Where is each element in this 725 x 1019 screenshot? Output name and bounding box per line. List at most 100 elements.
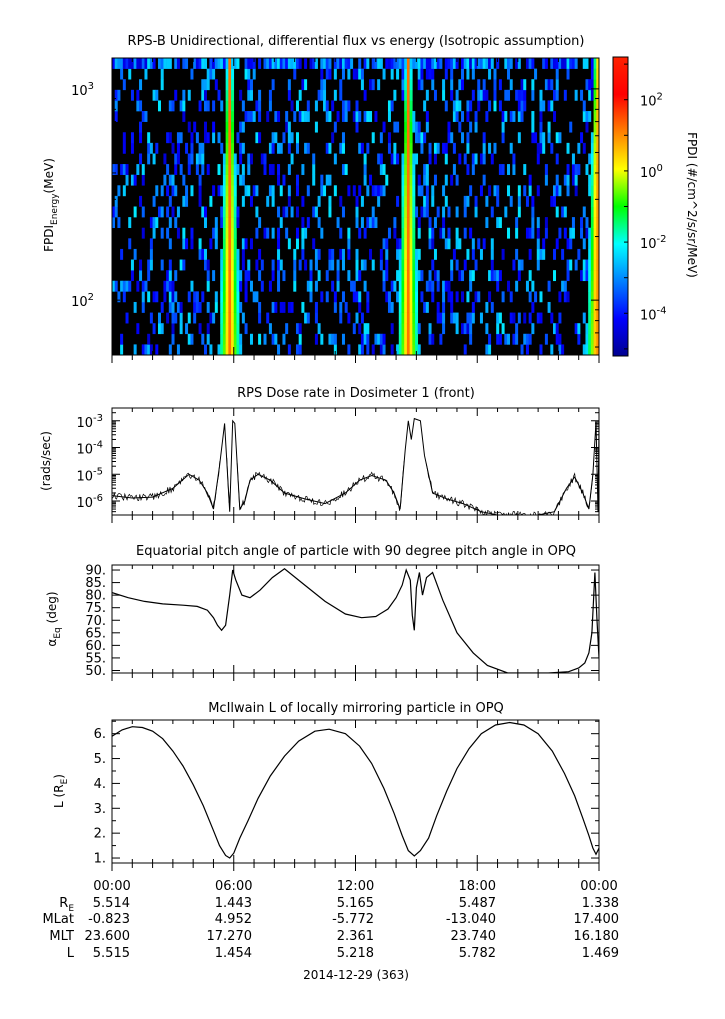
spectrogram-cell (569, 227, 573, 239)
spectrogram-cell (463, 153, 467, 165)
spectrogram-cell (528, 248, 532, 260)
spectrogram-cell (528, 312, 532, 324)
spectrogram-cell (409, 185, 413, 197)
spectrogram-x-ticks (111, 58, 600, 363)
spectrogram-cell (141, 280, 145, 292)
spectrogram-cell (203, 206, 207, 218)
ephemeris-row-label: L (67, 946, 75, 961)
spectrogram-cell (304, 312, 308, 324)
spectrogram-cell (193, 291, 197, 303)
spectrogram-cell (509, 142, 513, 154)
y-tick-label: 1. (94, 852, 106, 867)
spectrogram-cell (415, 312, 419, 324)
spectrogram-cell (358, 344, 362, 355)
spectrogram-cell (420, 79, 424, 91)
spectrogram-cell (339, 301, 343, 313)
spectrogram-cell (528, 227, 532, 239)
spectrogram-cell (409, 270, 413, 282)
spectrogram-cell (198, 195, 202, 207)
spectrogram-cell (163, 153, 167, 165)
spectrogram-cell (517, 270, 521, 282)
spectrogram-cell (174, 164, 178, 175)
spectrogram-cell (339, 248, 343, 260)
spectrogram-cell (160, 79, 164, 91)
spectrogram-cell (114, 58, 118, 69)
spectrogram-cell (425, 111, 429, 122)
spectrogram-cell (417, 270, 421, 282)
spectrogram-cell (239, 280, 243, 292)
spectrogram-cell (550, 79, 554, 91)
spectrogram-cell (558, 58, 562, 69)
spectrogram-cell (498, 270, 502, 282)
spectrogram-cell (398, 301, 402, 313)
spectrogram-cell (314, 121, 318, 133)
spectrogram-cell (160, 206, 164, 218)
spectrogram-cell (498, 100, 502, 112)
spectrogram-cell (371, 344, 375, 355)
spectrogram-cell (406, 217, 410, 229)
spectrogram-cell (590, 312, 594, 324)
spectrogram-cell (571, 217, 575, 229)
spectrogram-cell (333, 58, 337, 69)
spectrogram-cell (509, 111, 513, 122)
spectrogram-cell (255, 185, 259, 197)
spectrogram-cell (222, 217, 226, 229)
spectrogram-cell (225, 333, 229, 345)
spectrogram-cell (452, 111, 456, 122)
spectrogram-cell (355, 100, 359, 112)
spectrogram-cell (588, 344, 592, 355)
dose-rate-x-ticks (111, 408, 600, 523)
spectrogram-cell (228, 89, 232, 101)
spectrogram-cell (458, 100, 462, 112)
spectrogram-cell (363, 153, 367, 165)
spectrogram-cell (258, 89, 262, 101)
spectrogram-cell (512, 259, 516, 271)
spectrogram-cell (271, 79, 275, 91)
spectrogram-cell (517, 259, 521, 271)
spectrogram-cell (285, 111, 289, 122)
ephemeris-value: -5.772 (332, 912, 374, 927)
spectrogram-cell (452, 248, 456, 260)
spectrogram-cell (485, 323, 489, 335)
spectrogram-cell (355, 270, 359, 282)
spectrogram-cell (195, 164, 199, 175)
spectrogram-cell (504, 206, 508, 218)
y-tick-label: 65. (85, 626, 106, 641)
spectrogram-cell (431, 280, 435, 292)
spectrogram-cell (404, 142, 408, 154)
spectrogram-cell (501, 111, 505, 122)
spectrogram-cell (168, 291, 172, 303)
spectrogram-cell (420, 58, 424, 69)
spectrogram-cell (555, 174, 559, 186)
spectrogram-cell (179, 259, 183, 271)
spectrogram-cell (304, 259, 308, 271)
spectrogram-cell (228, 58, 232, 69)
spectrogram-cell (241, 142, 245, 154)
spectrogram-cell (287, 142, 291, 154)
spectrogram-cell (433, 174, 437, 186)
spectrogram-cell (466, 68, 470, 80)
spectrogram-cell (231, 291, 235, 303)
spectrogram-cell (295, 227, 299, 239)
spectrogram-cell (222, 259, 226, 271)
spectrogram-cell (149, 248, 153, 260)
spectrogram-cell (228, 121, 232, 133)
spectrogram-cell (325, 174, 329, 186)
y-tick-label: 3. (94, 802, 106, 817)
spectrogram-cell (147, 333, 151, 345)
spectrogram-cell (147, 270, 151, 282)
spectrogram-cell (185, 58, 189, 69)
spectrogram-cell (168, 301, 172, 313)
spectrogram-cell (195, 132, 199, 144)
ephemeris-value: 2.361 (337, 929, 374, 944)
spectrogram-cell (442, 280, 446, 292)
spectrogram-cell (295, 206, 299, 218)
spectrogram-cell (377, 153, 381, 165)
spectrogram-cell (534, 291, 538, 303)
spectrogram-cell (517, 100, 521, 112)
spectrogram-cell (174, 270, 178, 282)
spectrogram-cell (442, 227, 446, 239)
spectrogram-cell (404, 248, 408, 260)
spectrogram-cell (590, 227, 594, 239)
spectrogram-cell (247, 79, 251, 91)
